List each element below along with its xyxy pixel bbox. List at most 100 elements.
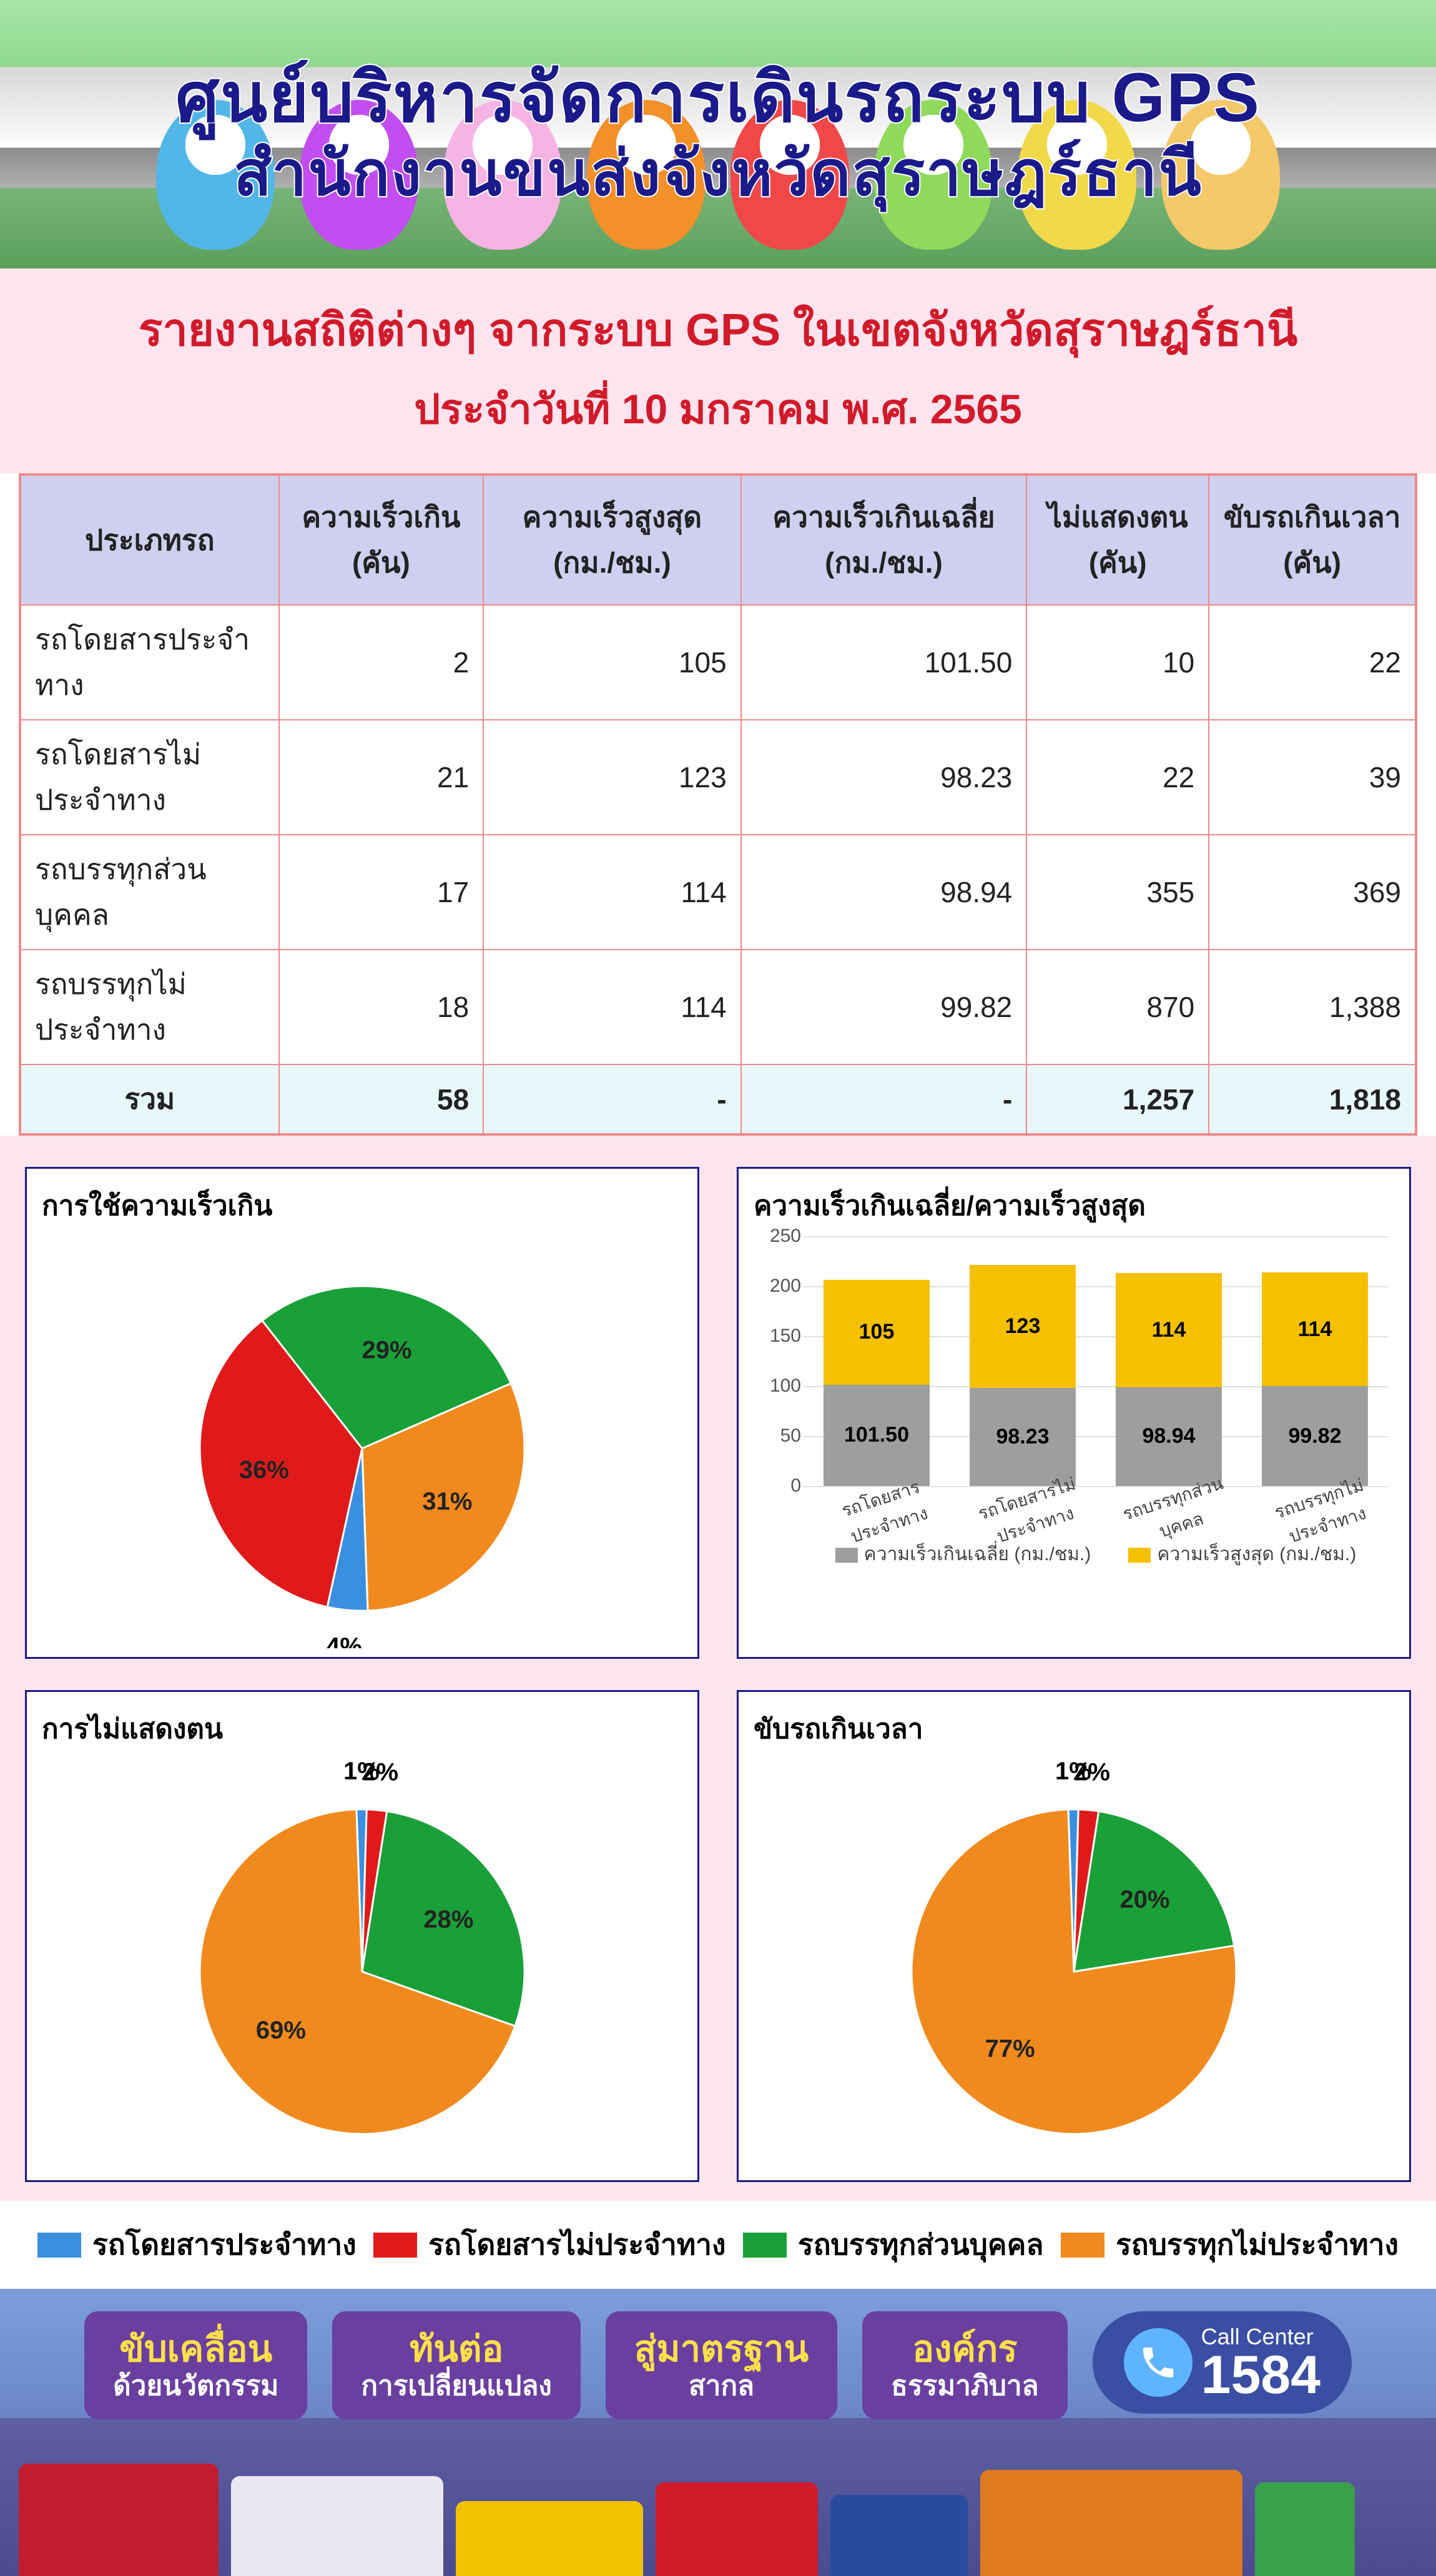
- bar-seg-max: 123: [970, 1265, 1076, 1388]
- y-tick-label: 50: [757, 1425, 801, 1447]
- cell: 58: [279, 1064, 484, 1134]
- cell: 105: [483, 605, 740, 720]
- call-center-number: 1584: [1201, 2350, 1320, 2401]
- bar-plot: 105101.5012398.2311498.9411499.82: [804, 1236, 1388, 1486]
- panel-speed-over: การใช้ความเร็วเกิน 4% 36% 29% 31%: [25, 1167, 699, 1659]
- legend-item: รถโดยสารประจำทาง: [37, 2222, 357, 2268]
- bar-group: 11499.82: [1262, 1272, 1368, 1486]
- pie-slice-label: 69%: [256, 2017, 306, 2044]
- table-row: รถบรรทุกไม่ประจำทาง1811499.828701,388: [20, 950, 1416, 1064]
- bar-seg-avg: 98.23: [970, 1388, 1076, 1486]
- cell: 22: [1209, 605, 1416, 720]
- row-label: รถบรรทุกไม่ประจำทาง: [20, 950, 279, 1064]
- cell: 22: [1026, 720, 1209, 835]
- legend-item: ความเร็วสูงสุด (กม./ชม.): [1128, 1540, 1356, 1565]
- pill-bottom: สากล: [634, 2371, 809, 2402]
- footer-banner: ขับเคลื่อนด้วยนวัตกรรมทันต่อการเปลี่ยนแป…: [0, 2289, 1436, 2576]
- table-row: รถโดยสารไม่ประจำทาง2112398.232239: [20, 720, 1416, 835]
- x-labels: รถโดยสารประจำทางรถโดยสารไม่ประจำทางรถบรร…: [804, 1486, 1388, 1540]
- pill-top: ขับเคลื่อน: [113, 2329, 278, 2371]
- row-label: รถโดยสารไม่ประจำทาง: [20, 720, 279, 835]
- panel-title: การไม่แสดงตน: [42, 1707, 682, 1751]
- cell: 98.94: [741, 835, 1027, 950]
- cell: 99.82: [741, 950, 1027, 1064]
- phone-icon: [1124, 2328, 1193, 2397]
- panel-title: ความเร็วเกินเฉลี่ย/ความเร็วสูงสุด: [754, 1184, 1394, 1227]
- cell: 870: [1026, 950, 1209, 1064]
- footer-pill: ทันต่อการเปลี่ยนแปลง: [332, 2311, 581, 2419]
- pill-bottom: การเปลี่ยนแปลง: [361, 2371, 552, 2402]
- panel-speed-bar: ความเร็วเกินเฉลี่ย/ความเร็วสูงสุด 050100…: [737, 1167, 1411, 1659]
- legend-item: รถโดยสารไม่ประจำทาง: [373, 2222, 725, 2268]
- pill-bottom: ด้วยนวัตกรรม: [113, 2371, 278, 2402]
- legend-label: รถบรรทุกไม่ประจำทาง: [1116, 2222, 1399, 2268]
- table-row: รถบรรทุกส่วนบุคคล1711498.94355369: [20, 835, 1416, 950]
- table-header: ประเภทรถ: [20, 474, 279, 605]
- cell: 355: [1026, 835, 1209, 950]
- pie-slice-label: 28%: [423, 1905, 473, 1933]
- cell: 114: [483, 835, 740, 950]
- table-header: ความเร็วเกิน (คัน): [279, 474, 484, 605]
- cell: 98.23: [741, 720, 1027, 835]
- pie-slice-label: 31%: [422, 1488, 472, 1515]
- bar-chart-speed: 050100150200250105101.5012398.2311498.94…: [754, 1236, 1394, 1561]
- bar-seg-max: 105: [824, 1280, 930, 1385]
- table-total-row: รวม58--1,2571,818: [20, 1064, 1416, 1134]
- pill-top: องค์กร: [891, 2329, 1038, 2371]
- category-legend: รถโดยสารประจำทาง รถโดยสารไม่ประจำทาง รถบรร…: [0, 2201, 1436, 2289]
- call-center-label: Call Center: [1201, 2324, 1320, 2350]
- pie-chart-no-id: 1%2%28%69%: [81, 1759, 643, 2171]
- table-header: ไม่แสดงตน (คัน): [1026, 474, 1209, 605]
- pie-slice-label: 29%: [362, 1337, 412, 1364]
- header-line2: สำนักงานขนส่งจังหวัดสุราษฎร์ธานี: [234, 138, 1202, 210]
- cell: 18: [279, 950, 484, 1064]
- cell: 10: [1026, 605, 1209, 720]
- legend-label: รถโดยสารประจำทาง: [92, 2222, 357, 2268]
- bar-group: 105101.50: [824, 1280, 930, 1486]
- table-header: ความเร็วเกินเฉลี่ย (กม./ชม.): [741, 474, 1027, 605]
- cell: 39: [1209, 720, 1416, 835]
- y-tick-label: 250: [757, 1226, 801, 1247]
- pie-slice-label: 2%: [362, 1759, 398, 1786]
- table-header: ความเร็วสูงสุด (กม./ชม.): [483, 474, 740, 605]
- footer-pill: สู่มาตรฐานสากล: [606, 2311, 837, 2419]
- cell: 21: [279, 720, 484, 835]
- cell: 2: [279, 605, 484, 720]
- y-tick-label: 100: [757, 1375, 801, 1397]
- table-row: รถโดยสารประจำทาง2105101.501022: [20, 605, 1416, 720]
- pill-bottom: ธรรมาภิบาล: [891, 2371, 1038, 2402]
- bar-legend: ความเร็วเกินเฉลี่ย (กม./ชม.) ความเร็วสูงส…: [804, 1540, 1388, 1565]
- bar-seg-max: 114: [1262, 1272, 1368, 1386]
- cell: 114: [483, 950, 740, 1064]
- panel-overtime: ขับรถเกินเวลา 1%2%20%77%: [737, 1690, 1411, 2182]
- bar-seg-max: 114: [1116, 1273, 1222, 1387]
- legend-swatch: [373, 2233, 417, 2258]
- legend-item: รถบรรทุกส่วนบุคคล: [743, 2222, 1044, 2268]
- panel-title: ขับรถเกินเวลา: [754, 1707, 1394, 1751]
- call-center-badge: Call Center 1584: [1093, 2311, 1352, 2414]
- footer-pill: ขับเคลื่อนด้วยนวัตกรรม: [84, 2311, 307, 2419]
- pie-slice-label: 77%: [985, 2035, 1035, 2063]
- header-line1: ศูนย์บริหารจัดการเดินรถระบบ GPS: [175, 59, 1261, 138]
- bar-seg-avg: 99.82: [1262, 1386, 1368, 1486]
- legend-label: รถโดยสารไม่ประจำทาง: [428, 2222, 725, 2268]
- pie-chart-overtime: 1%2%20%77%: [793, 1759, 1355, 2171]
- panel-title: การใช้ความเร็วเกิน: [42, 1184, 682, 1227]
- pie-slice-label: 4%: [326, 1633, 362, 1648]
- footer-pill: องค์กรธรรมาภิบาล: [862, 2311, 1067, 2419]
- legend-swatch: [1061, 2233, 1104, 2258]
- charts-area: การใช้ความเร็วเกิน 4% 36% 29% 31% ความเร็วเ…: [0, 1136, 1436, 2201]
- cell: -: [741, 1064, 1027, 1134]
- pie-slice-label: 36%: [239, 1457, 289, 1484]
- panel-no-id: การไม่แสดงตน 1%2%28%69%: [25, 1690, 699, 2182]
- row-label: รถบรรทุกส่วนบุคคล: [20, 835, 279, 950]
- cell: -: [483, 1064, 740, 1134]
- cell: 1,818: [1209, 1064, 1416, 1134]
- data-table-wrap: ประเภทรถความเร็วเกิน (คัน)ความเร็วสูงสุด…: [0, 473, 1436, 1136]
- footer-vehicles: [0, 2451, 1436, 2576]
- pill-top: ทันต่อ: [361, 2329, 552, 2371]
- cell: 17: [279, 835, 484, 950]
- bar-seg-avg: 98.94: [1116, 1387, 1222, 1486]
- legend-item: ความเร็วเกินเฉลี่ย (กม./ชม.): [835, 1540, 1091, 1565]
- report-title: รายงานสถิติต่างๆ จากระบบ GPS ในเขตจังหวั…: [0, 268, 1436, 473]
